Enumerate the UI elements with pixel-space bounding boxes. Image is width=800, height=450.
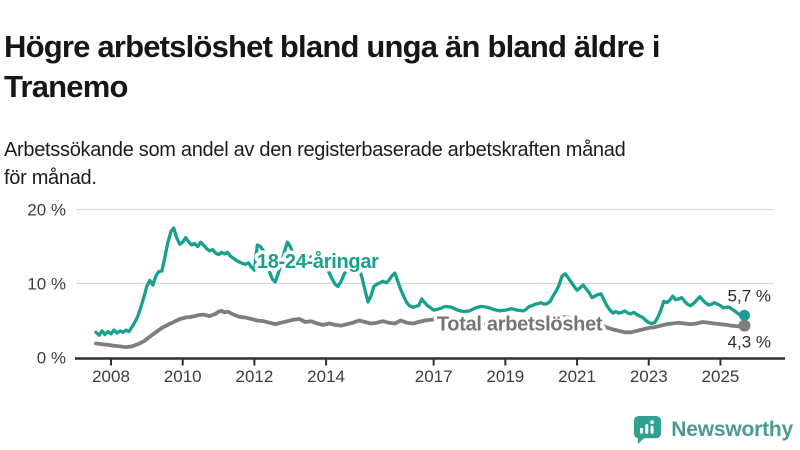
- x-tick-label-2025: 2025: [702, 367, 740, 386]
- series-line-1: [94, 226, 747, 337]
- newsworthy-logo[interactable]: Newsworthy: [632, 414, 793, 445]
- chart-subtitle: Arbetssökande som andel av den registerb…: [4, 136, 796, 192]
- title-line-2: Tranemo: [4, 68, 128, 104]
- exclamation-dot: [650, 420, 655, 424]
- x-tick-label-2023: 2023: [630, 367, 668, 386]
- series-label-1: 18-24-åringar: [257, 250, 379, 273]
- x-tick-label-2017: 2017: [415, 367, 453, 386]
- end-value-label-0: 4,3 %: [728, 333, 771, 352]
- page-title: Högre arbetslöshet bland unga än bland ä…: [4, 27, 796, 107]
- newsworthy-speech-bubble-barchart-icon: [634, 415, 662, 445]
- end-value-label-1: 5,7 %: [728, 286, 771, 305]
- bar-small: [640, 427, 644, 434]
- title-line-1: Högre arbetslöshet bland unga än bland ä…: [4, 28, 660, 64]
- x-tick-label-2008: 2008: [92, 367, 130, 386]
- end-dot-1: [738, 309, 750, 321]
- subtitle-line-2: för månad.: [4, 167, 97, 189]
- series-line-0: [94, 308, 747, 350]
- x-tick-label-2019: 2019: [486, 367, 524, 386]
- x-tick-label-2021: 2021: [558, 367, 596, 386]
- subtitle-line-1: Arbetssökande som andel av den registerb…: [4, 139, 626, 161]
- x-tick-label-2014: 2014: [307, 367, 345, 386]
- x-tick-label-2012: 2012: [235, 367, 273, 386]
- newsworthy-logo-text: Newsworthy: [671, 417, 793, 441]
- end-dot-0: [738, 319, 751, 332]
- bar-tall: [650, 425, 654, 434]
- x-tick-label-2010: 2010: [164, 367, 202, 386]
- series-label-0: Total arbetslöshet: [437, 313, 603, 335]
- y-tick-label-20: 20 %: [27, 201, 66, 220]
- y-tick-label-0: 0 %: [37, 349, 66, 368]
- bar-medium: [645, 424, 649, 434]
- y-tick-label-10: 10 %: [27, 275, 66, 294]
